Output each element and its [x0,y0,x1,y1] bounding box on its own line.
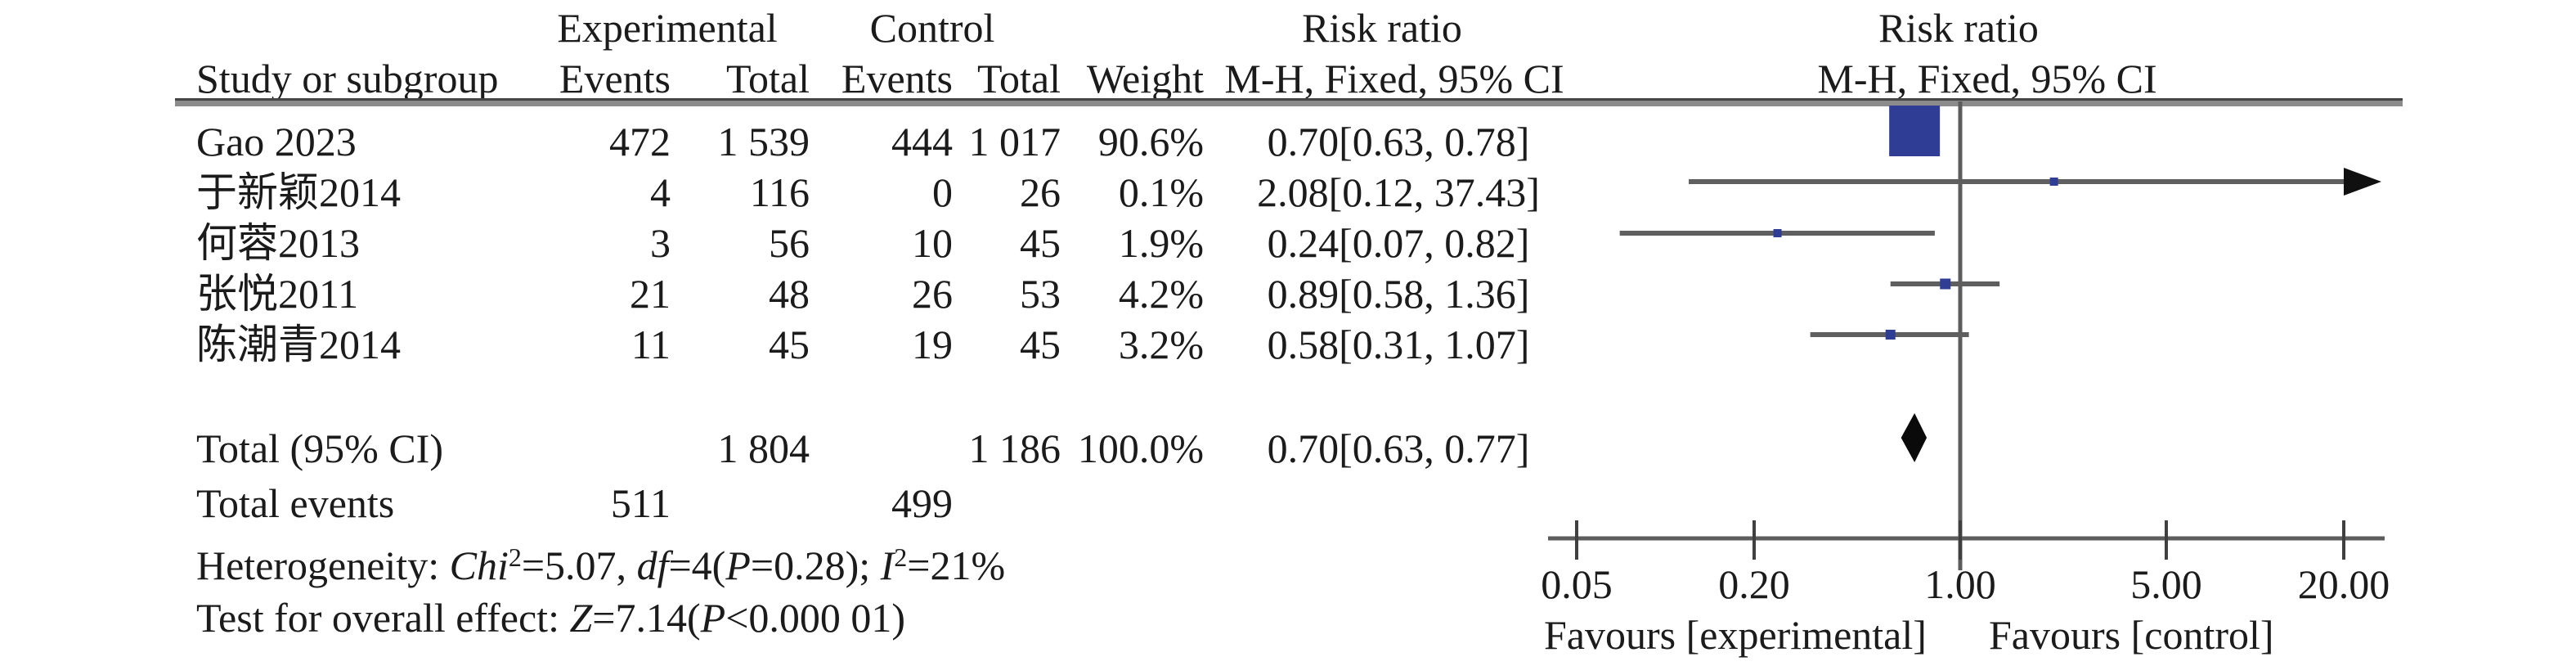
axis-tick-label: 0.05 [1541,561,1613,607]
events-exp: 3 [650,220,671,266]
total-rr-ci-text: 0.70[0.63, 0.77] [1267,425,1530,471]
col-header-mh-ci-right: M-H, Fixed, 95% CI [1817,56,2157,101]
total-row-label: Total (95% CI) [196,425,443,471]
total-events-label: Total events [196,480,395,526]
col-header-study: Study or subgroup [196,56,499,101]
study-name: 于新颖2014 [196,169,401,215]
weight-value: 90.6% [1097,119,1204,164]
weight-value: 3.2% [1118,322,1204,367]
effect-square [1773,229,1782,237]
total-exp: 56 [769,220,810,266]
rr-ci-text: 0.58[0.31, 1.07] [1267,322,1530,367]
group-header-risk-ratio-right: Risk ratio [1878,5,2039,51]
axis-tick-label: 20.00 [2297,561,2390,607]
group-header-experimental: Experimental [557,5,778,51]
total-events-exp: 511 [610,480,671,526]
events-ctrl: 19 [912,322,953,367]
study-name: 何蓉2013 [196,220,360,266]
events-exp: 472 [609,119,671,164]
axis-tick-label: 0.20 [1718,561,1790,607]
favours-control-label: Favours [control] [1989,612,2274,658]
overall-effect-line: Test for overall effect: Z=7.14(P<0.000 … [196,595,906,641]
effect-square [1940,278,1951,290]
rr-ci-text: 0.89[0.58, 1.36] [1267,271,1530,317]
events-ctrl: 0 [932,169,953,215]
total-exp: 116 [749,169,810,215]
group-header-control: Control [869,5,995,51]
total-exp: 1 539 [717,119,810,164]
events-ctrl: 10 [912,220,953,266]
total-ctrl: 53 [1020,271,1061,317]
events-ctrl: 444 [891,119,953,164]
total-exp: 48 [769,271,810,317]
col-header-events-exp: Events [559,56,671,101]
rr-ci-text: 0.24[0.07, 0.82] [1267,220,1530,266]
rr-ci-text: 2.08[0.12, 37.43] [1257,169,1540,215]
events-exp: 11 [631,322,671,367]
study-name: 陈潮青2014 [196,322,401,367]
total-ctrl: 26 [1020,169,1061,215]
effect-square [2049,178,2058,186]
weight-value: 1.9% [1118,220,1204,266]
events-ctrl: 26 [912,271,953,317]
axis-tick-label: 1.00 [1924,561,1996,607]
favours-experimental-label: Favours [experimental] [1544,612,1927,658]
events-exp: 21 [630,271,671,317]
events-exp: 4 [650,169,671,215]
arrow-right-icon [2344,168,2381,196]
col-header-events-ctrl: Events [841,56,953,101]
weight-value: 0.1% [1118,169,1204,215]
axis-tick-label: 5.00 [2130,561,2202,607]
total-ctrl-sum: 1 186 [968,425,1061,471]
total-exp-sum: 1 804 [717,425,810,471]
summary-diamond [1901,413,1928,462]
total-ctrl: 45 [1020,220,1061,266]
group-header-risk-ratio-left: Risk ratio [1302,5,1462,51]
col-header-weight: Weight [1086,56,1204,101]
total-exp: 45 [769,322,810,367]
rr-ci-text: 0.70[0.63, 0.78] [1267,119,1530,164]
total-weight: 100.0% [1077,425,1204,471]
effect-square [1889,106,1941,156]
header-rule [175,98,2403,106]
total-ctrl: 1 017 [968,119,1061,164]
weight-value: 4.2% [1118,271,1204,317]
col-header-mh-ci-left: M-H, Fixed, 95% CI [1224,56,1564,101]
study-name: 张悦2011 [196,271,359,317]
col-header-total-exp: Total [725,56,810,101]
heterogeneity-line: Heterogeneity: Chi2=5.07, df=4(P=0.28); … [196,542,1006,588]
study-name: Gao 2023 [196,119,357,164]
col-header-total-ctrl: Total [976,56,1061,101]
effect-square [1885,330,1896,340]
total-ctrl: 45 [1020,322,1061,367]
total-events-ctrl: 499 [891,480,953,526]
